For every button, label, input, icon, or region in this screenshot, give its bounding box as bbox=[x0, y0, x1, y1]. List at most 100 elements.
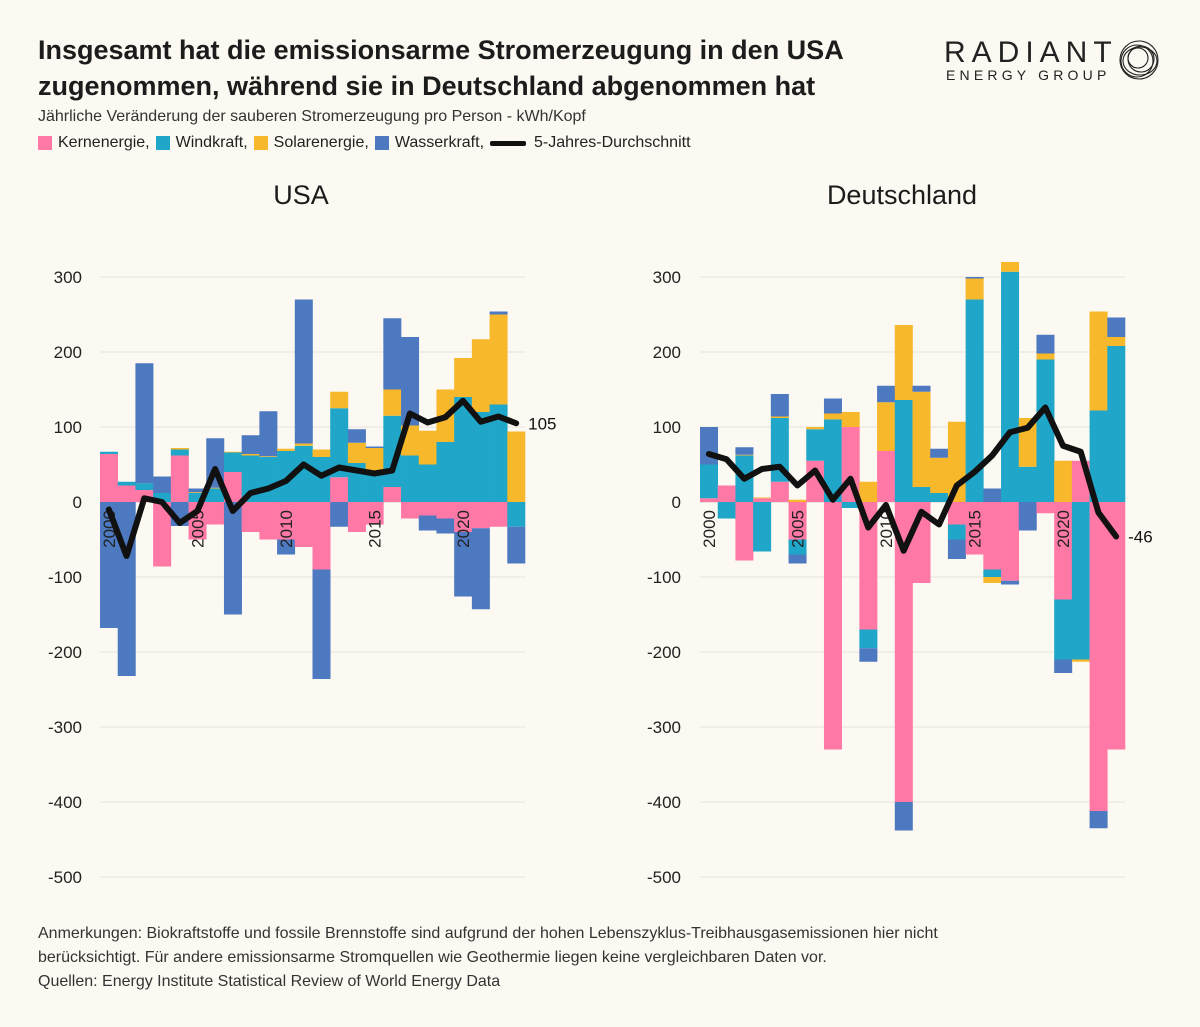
bar-germany-nuclear-2020 bbox=[1054, 502, 1073, 600]
bar-germany-hydro-2007 bbox=[823, 398, 842, 414]
bar-germany-solar-2012 bbox=[912, 391, 931, 487]
y-tick-label-usa-1: 200 bbox=[54, 343, 82, 362]
y-tick-label-usa-8: -500 bbox=[48, 868, 82, 887]
x-tick-label-usa-2015: 2015 bbox=[365, 510, 384, 548]
bar-usa-solar-2020 bbox=[454, 358, 473, 397]
note-line-1: Anmerkungen: Biokraftstoffe und fossile … bbox=[38, 925, 938, 942]
avg-line-germany bbox=[705, 404, 1120, 554]
note-line-2: berücksichtigt. Für andere emissionsarme… bbox=[38, 949, 827, 966]
bar-germany-nuclear-2015 bbox=[965, 502, 984, 555]
x-tick-label-germany-2020: 2020 bbox=[1054, 510, 1073, 548]
bar-germany-hydro-2011 bbox=[894, 802, 913, 831]
bar-germany-nuclear-2011 bbox=[894, 502, 913, 802]
bar-germany-hydro-2019 bbox=[1036, 334, 1055, 354]
bar-germany-solar-2005 bbox=[788, 499, 807, 502]
bar-germany-hydro-2012 bbox=[912, 385, 931, 392]
bar-usa-nuclear-2020 bbox=[454, 502, 473, 532]
bar-usa-hydro-2009 bbox=[259, 411, 278, 457]
legend-label-solar: Solarenergie, bbox=[273, 134, 369, 151]
bar-usa-nuclear-2006 bbox=[206, 502, 225, 525]
bar-germany-hydro-2018 bbox=[1018, 502, 1037, 531]
bar-usa-wind-2003 bbox=[153, 493, 172, 502]
bar-usa-solar-2021 bbox=[471, 339, 490, 412]
bar-usa-nuclear-2018 bbox=[418, 502, 437, 516]
x-tick-label-usa-2020: 2020 bbox=[454, 510, 473, 548]
source-line: Quellen: Energy Institute Statistical Re… bbox=[38, 973, 501, 990]
x-tick-label-germany-2005: 2005 bbox=[788, 510, 807, 548]
bar-germany-solar-2016 bbox=[983, 577, 1002, 583]
bar-germany-wind-2015 bbox=[965, 299, 984, 502]
bar-germany-hydro-2005 bbox=[788, 554, 807, 564]
bar-usa-wind-2004 bbox=[170, 449, 189, 456]
bar-germany-nuclear-2002 bbox=[735, 502, 754, 561]
bar-usa-hydro-2011 bbox=[294, 299, 313, 444]
bar-germany-hydro-2016 bbox=[983, 488, 1002, 502]
bar-usa-hydro-2008 bbox=[241, 435, 260, 454]
title-line-1: Insgesamt hat die emissionsarme Stromerz… bbox=[38, 35, 844, 65]
x-tick-label-usa-2010: 2010 bbox=[277, 510, 296, 548]
bar-germany-hydro-2013 bbox=[930, 448, 949, 458]
bars-usa bbox=[100, 299, 526, 679]
bar-germany-wind-2017 bbox=[1001, 271, 1020, 502]
company-logo: RADIANT ENERGY GROUP bbox=[944, 36, 1174, 86]
bar-usa-nuclear-2011 bbox=[294, 502, 313, 547]
bar-germany-wind-2019 bbox=[1036, 359, 1055, 502]
bar-usa-nuclear-2003 bbox=[153, 502, 172, 567]
bar-germany-nuclear-2023 bbox=[1107, 502, 1126, 750]
bar-germany-nuclear-2014 bbox=[947, 502, 966, 525]
bar-usa-nuclear-2017 bbox=[401, 502, 420, 519]
bar-usa-wind-2020 bbox=[454, 397, 473, 502]
avg-end-label-germany: -46 bbox=[1128, 528, 1153, 547]
avg-end-label-usa: 105 bbox=[528, 414, 556, 433]
bar-germany-wind-2005 bbox=[788, 539, 807, 555]
bar-germany-solar-2023 bbox=[1107, 337, 1126, 346]
bar-germany-wind-2012 bbox=[912, 487, 931, 502]
y-tick-label-germany-4: -100 bbox=[647, 568, 681, 587]
bar-germany-wind-2013 bbox=[930, 493, 949, 502]
bar-usa-wind-2021 bbox=[471, 412, 490, 502]
bar-germany-nuclear-2009 bbox=[859, 502, 878, 630]
bar-usa-solar-2022 bbox=[489, 314, 508, 405]
bar-germany-hydro-2010 bbox=[877, 385, 896, 403]
bars-germany bbox=[700, 262, 1126, 831]
bar-usa-solar-2014 bbox=[347, 442, 366, 463]
bar-germany-hydro-2002 bbox=[735, 447, 754, 455]
bar-germany-wind-2023 bbox=[1107, 346, 1126, 502]
bar-germany-solar-2017 bbox=[1001, 262, 1020, 272]
bar-germany-nuclear-2010 bbox=[877, 451, 896, 502]
y-tick-label-germany-5: -200 bbox=[647, 643, 681, 662]
bar-usa-nuclear-2010 bbox=[277, 502, 296, 540]
legend-label-hydro: Wasserkraft, bbox=[394, 134, 485, 151]
bar-usa-hydro-2002 bbox=[135, 363, 154, 484]
bar-usa-hydro-2007 bbox=[223, 502, 242, 615]
bar-usa-hydro-2019 bbox=[436, 518, 455, 534]
bar-germany-wind-2003 bbox=[753, 502, 772, 552]
bar-usa-wind-2022 bbox=[489, 404, 508, 502]
bar-usa-hydro-2023 bbox=[507, 526, 526, 564]
bar-usa-hydro-2003 bbox=[153, 476, 172, 493]
y-tick-label-germany-1: 200 bbox=[653, 343, 681, 362]
logo-circles-icon bbox=[1119, 40, 1159, 80]
bar-usa-wind-2017 bbox=[401, 455, 420, 502]
bar-germany-wind-2016 bbox=[983, 569, 1002, 577]
y-tick-label-germany-3: 0 bbox=[672, 493, 681, 512]
bar-germany-solar-2020 bbox=[1054, 460, 1073, 502]
bar-germany-solar-2007 bbox=[823, 413, 842, 420]
bar-usa-nuclear-2012 bbox=[312, 502, 331, 570]
bar-usa-hydro-2020 bbox=[454, 532, 473, 597]
legend-label-wind: Windkraft, bbox=[175, 134, 248, 151]
bar-germany-solar-2010 bbox=[877, 402, 896, 451]
bar-usa-wind-2023 bbox=[507, 502, 526, 527]
bar-germany-hydro-2017 bbox=[1001, 580, 1020, 585]
bar-germany-solar-2004 bbox=[770, 416, 789, 418]
bar-usa-solar-2012 bbox=[312, 449, 331, 457]
bar-usa-wind-2013 bbox=[330, 408, 349, 478]
y-tick-label-usa-7: -400 bbox=[48, 793, 82, 812]
bar-usa-nuclear-2008 bbox=[241, 502, 260, 532]
legend-swatch-solar bbox=[253, 136, 268, 150]
y-tick-label-germany-0: 300 bbox=[653, 268, 681, 287]
bar-germany-solar-2011 bbox=[894, 325, 913, 400]
title-line-2: zugenommen, während sie in Deutschland a… bbox=[38, 71, 816, 101]
bar-germany-wind-2014 bbox=[947, 524, 966, 540]
